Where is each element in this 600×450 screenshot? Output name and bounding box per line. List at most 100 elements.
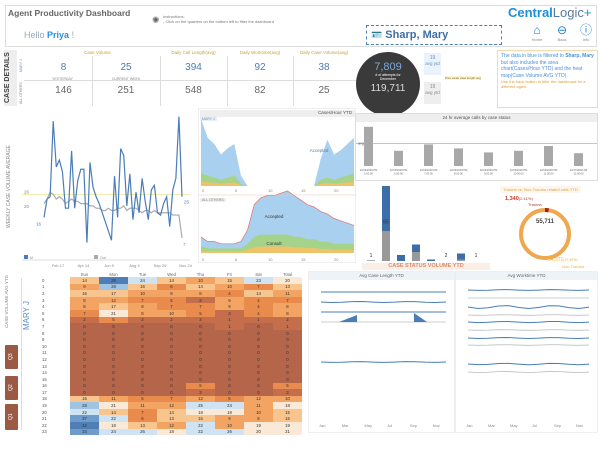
heatmap-cell: 0 bbox=[128, 382, 157, 390]
hour-label: 20 bbox=[42, 409, 47, 415]
heatmap-cell: 3 bbox=[186, 389, 215, 396]
start-label: 16 bbox=[36, 221, 42, 226]
trauma-value: 1,340(2.41%) bbox=[505, 196, 533, 202]
instructions: Instructions: - Click on the quarters on … bbox=[163, 14, 274, 24]
x-tick-label: Sep 29 bbox=[154, 263, 167, 268]
heatmap-cell: 1 bbox=[244, 316, 273, 324]
agent-selector[interactable]: 🪪 Sharp, Mary bbox=[366, 25, 502, 45]
heatmap-cell: 0 bbox=[186, 356, 215, 363]
heatmap-cell: 0 bbox=[244, 336, 273, 343]
heatmap-cell: 17 bbox=[99, 290, 128, 297]
hour-label: 18 bbox=[42, 396, 47, 402]
info-button[interactable]: ⓘ Info bbox=[575, 23, 597, 43]
heatmap-cell: 0 bbox=[70, 369, 99, 376]
heatmap-row: 15 0 0 0 0 0 0 0 0 bbox=[40, 375, 302, 383]
ytd-label: avg ytd bbox=[425, 61, 440, 66]
avg-case-length-chart: Jan Mar May Jul Sep Nov bbox=[319, 291, 447, 428]
hour-label: 9 bbox=[42, 337, 45, 343]
heatmap-cell: 0 bbox=[186, 336, 215, 343]
kpi-header-worktime: Daily Worktime(avg) bbox=[239, 50, 281, 55]
back-button[interactable]: ⊖ Back bbox=[551, 24, 573, 43]
heatmap-cell: 0 bbox=[70, 336, 99, 343]
x-tick-label: Sep bbox=[410, 423, 418, 428]
heatmap-row: 16 0 0 0 0 5 0 0 5 bbox=[40, 382, 302, 390]
heatmap-cell: 0 bbox=[157, 342, 186, 350]
bar-blue bbox=[397, 255, 405, 261]
heatmap-cell: 3 bbox=[215, 309, 244, 317]
x-tick-label: 12/16/2018 PM 5:00:00 bbox=[360, 168, 378, 176]
kpi-divider bbox=[24, 80, 356, 81]
heatmap-cell: 25 bbox=[186, 402, 215, 409]
weekly-ylabel: WEEKLY CASE VOLUME AVERAGE bbox=[6, 145, 12, 229]
agent-name: Sharp, Mary bbox=[385, 29, 449, 41]
heatmap-cell: 14 bbox=[99, 408, 128, 416]
heatmap-row: 19 28 21 11 12 25 24 11 18 bbox=[40, 402, 302, 409]
heatmap-row: 3 8 12 7 5 3 9 4 7 bbox=[40, 296, 302, 304]
x-tick-label: May bbox=[364, 423, 372, 428]
bar bbox=[574, 153, 583, 166]
kpi-value: 25 bbox=[120, 62, 132, 73]
heatmap-cell: 0 bbox=[186, 349, 215, 357]
heatmap-cell: 0 bbox=[99, 369, 128, 376]
heatmap-cell: 10 bbox=[215, 283, 244, 291]
x-tick-label: 12/16/2018 PM 6:00:00 bbox=[390, 168, 408, 176]
heatmap-cell: 0 bbox=[244, 389, 273, 396]
mary-consult-area bbox=[201, 173, 354, 186]
x-tick-label: 12/16/2018 PM 11:00:00 bbox=[540, 168, 558, 176]
heatmap-cell: 39 bbox=[99, 277, 128, 284]
heatmap-row: 1 9 28 16 6 14 10 7 13 bbox=[40, 283, 302, 291]
heatmap-row: 12 0 0 0 0 0 0 0 0 bbox=[40, 356, 302, 363]
heatmap-cell: 0 bbox=[157, 356, 186, 363]
heatmap-cell: 5 bbox=[215, 395, 244, 403]
kpi-divider bbox=[160, 56, 161, 106]
heatmap-cell: 12 bbox=[157, 402, 186, 409]
heatmap-cell: 0 bbox=[128, 342, 157, 350]
heatmap-cell: 0 bbox=[215, 349, 244, 357]
heatmap-cell: 8 bbox=[128, 309, 157, 317]
bar-grey bbox=[457, 259, 465, 261]
heatmap-cell: 0 bbox=[99, 362, 128, 370]
heatmap-cell: 15 bbox=[215, 277, 244, 284]
x-tick-label: 10 bbox=[268, 188, 273, 193]
user-name: Priya bbox=[47, 30, 70, 40]
hour-label: 0 bbox=[42, 277, 45, 283]
heatmap-cell: 0 bbox=[186, 323, 215, 330]
heatmap-cell: 0 bbox=[157, 336, 186, 343]
x-tick-label: Feb 17 bbox=[52, 263, 65, 268]
heatmap-cell: 8 bbox=[273, 309, 302, 317]
heatmap-cell: 2 bbox=[186, 316, 215, 324]
kpi-header-daily-volume: Daily Case Volume(avg) bbox=[299, 50, 349, 55]
cases-hour-title: Cases/Hour YTD bbox=[200, 110, 355, 117]
avg-case-length-panel bbox=[308, 271, 455, 433]
info-icon: ⓘ bbox=[579, 23, 592, 37]
hour-label: 7 bbox=[42, 323, 45, 329]
heatmap-cell: 0 bbox=[70, 362, 99, 370]
quarter-q3-button[interactable]: Q3 bbox=[5, 345, 18, 369]
column-header: Sat bbox=[255, 271, 262, 277]
heatmap-cell: 14 bbox=[70, 277, 99, 284]
quarter-q2-button[interactable]: Q2 bbox=[5, 376, 18, 400]
heatmap-row: 0 14 39 24 14 10 15 23 20 bbox=[40, 277, 302, 284]
trend-line bbox=[467, 320, 590, 324]
heatmap-cell: 7 bbox=[244, 283, 273, 291]
heatmap-cell: 8 bbox=[244, 415, 273, 423]
column-header: Wed bbox=[167, 271, 176, 277]
kpi-value: 251 bbox=[117, 85, 135, 96]
heatmap-cell: 22 bbox=[186, 422, 215, 429]
heatmap-cell: 15 bbox=[273, 408, 302, 416]
heatmap-cell: 0 bbox=[128, 336, 157, 343]
heatmap-cell: 21 bbox=[99, 402, 128, 409]
quarter-q1-button[interactable]: Q1 bbox=[5, 404, 18, 430]
heatmap-cell: 37 bbox=[70, 415, 99, 423]
heatmap-cell: 6 bbox=[157, 283, 186, 291]
ytd-value: 19 bbox=[429, 55, 436, 61]
heatmap-cell: 5 bbox=[99, 316, 128, 324]
heatmap-cell: 13 bbox=[273, 283, 302, 291]
instructions-title: Instructions: bbox=[163, 14, 185, 19]
home-button[interactable]: ⌂ Home bbox=[526, 24, 548, 43]
heatmap-cell: 0 bbox=[157, 382, 186, 390]
heatmap-cell: 0 bbox=[244, 362, 273, 370]
info-line2: but also includes the area chart(Cases/H… bbox=[501, 59, 583, 79]
heatmap-cell: 0 bbox=[99, 329, 128, 337]
